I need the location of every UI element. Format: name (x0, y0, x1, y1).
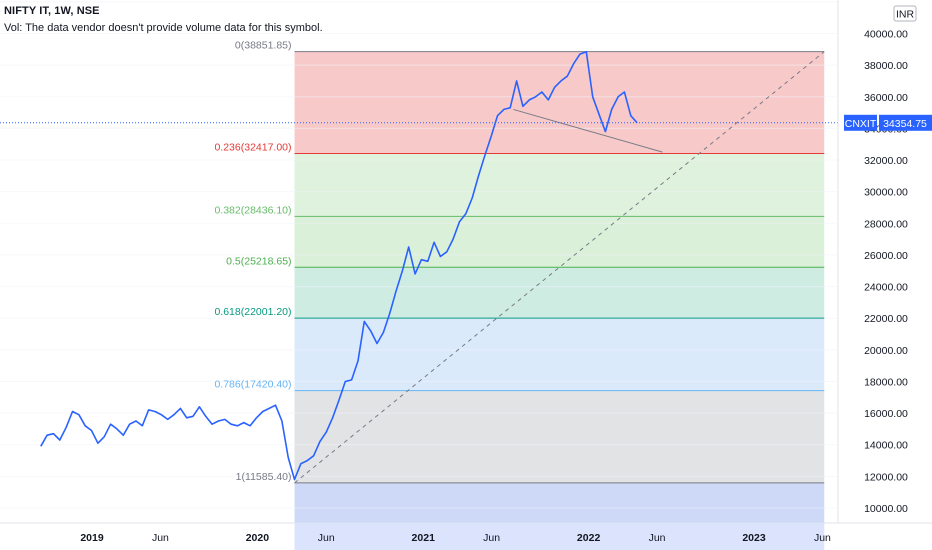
x-tick-label: 2019 (80, 532, 104, 544)
y-tick-label: 12000.00 (864, 471, 908, 483)
currency-label: INR (896, 9, 915, 21)
x-axis-range-highlight (294, 523, 825, 550)
fib-zone-3 (294, 267, 825, 319)
fib-trend-line (294, 51, 825, 484)
x-tick-label: 2020 (246, 532, 270, 544)
fib-zone-bottom (294, 482, 825, 523)
fib-level-label: 0.786(17420.40) (214, 379, 291, 391)
y-tick-label: 32000.00 (864, 155, 908, 167)
fib-level-label: 0.618(22001.20) (214, 306, 291, 318)
fib-zone-5 (294, 390, 825, 483)
currency-box (893, 5, 917, 22)
y-tick-label: 36000.00 (864, 92, 908, 104)
x-tick-label: 2023 (742, 532, 766, 544)
fib-level-label: 0.236(32417.00) (214, 141, 291, 153)
y-tick-label: 38000.00 (864, 60, 908, 72)
x-tick-label: Jun (649, 532, 666, 544)
price-tag-symbol: CNXIT (845, 118, 877, 130)
price-tag-value-bg (879, 114, 932, 131)
y-tick-label: 26000.00 (864, 250, 908, 262)
y-tick-label: 14000.00 (864, 440, 908, 452)
x-tick-label: Jun (483, 532, 500, 544)
fib-zone-1 (294, 153, 825, 217)
x-tick-label: Jun (814, 532, 831, 544)
price-tag-symbol-bg (844, 114, 877, 131)
fib-zone-4 (294, 318, 825, 391)
fib-zone-2 (294, 216, 825, 268)
price-series-line (40, 50, 638, 481)
y-tick-label: 30000.00 (864, 187, 908, 199)
y-tick-label: 24000.00 (864, 282, 908, 294)
y-tick-label: 20000.00 (864, 345, 908, 357)
fib-level-label: 0.382(28436.10) (214, 204, 291, 216)
y-tick-label: 28000.00 (864, 218, 908, 230)
price-tag-value: 34354.75 (883, 118, 927, 130)
fib-zone-0 (294, 51, 825, 154)
x-tick-label: Jun (152, 532, 169, 544)
volume-note: Vol: The data vendor doesn't provide vol… (4, 22, 323, 34)
x-tick-label: 2021 (412, 532, 436, 544)
y-tick-label: 40000.00 (864, 29, 908, 41)
fib-level-label: 0.5(25218.65) (226, 255, 291, 267)
trend-line (513, 108, 663, 153)
y-tick-label: 16000.00 (864, 408, 908, 420)
fib-level-label: 0(38851.85) (235, 40, 292, 52)
x-tick-label: Jun (318, 532, 335, 544)
chart-title: NIFTY IT, 1W, NSE (4, 5, 100, 17)
y-tick-label: 10000.00 (864, 503, 908, 515)
y-axis-panel (838, 0, 932, 550)
fib-level-label: 1(11585.40) (236, 471, 292, 483)
y-tick-label: 22000.00 (864, 313, 908, 325)
y-tick-label: 18000.00 (864, 376, 908, 388)
x-tick-label: 2022 (577, 532, 601, 544)
